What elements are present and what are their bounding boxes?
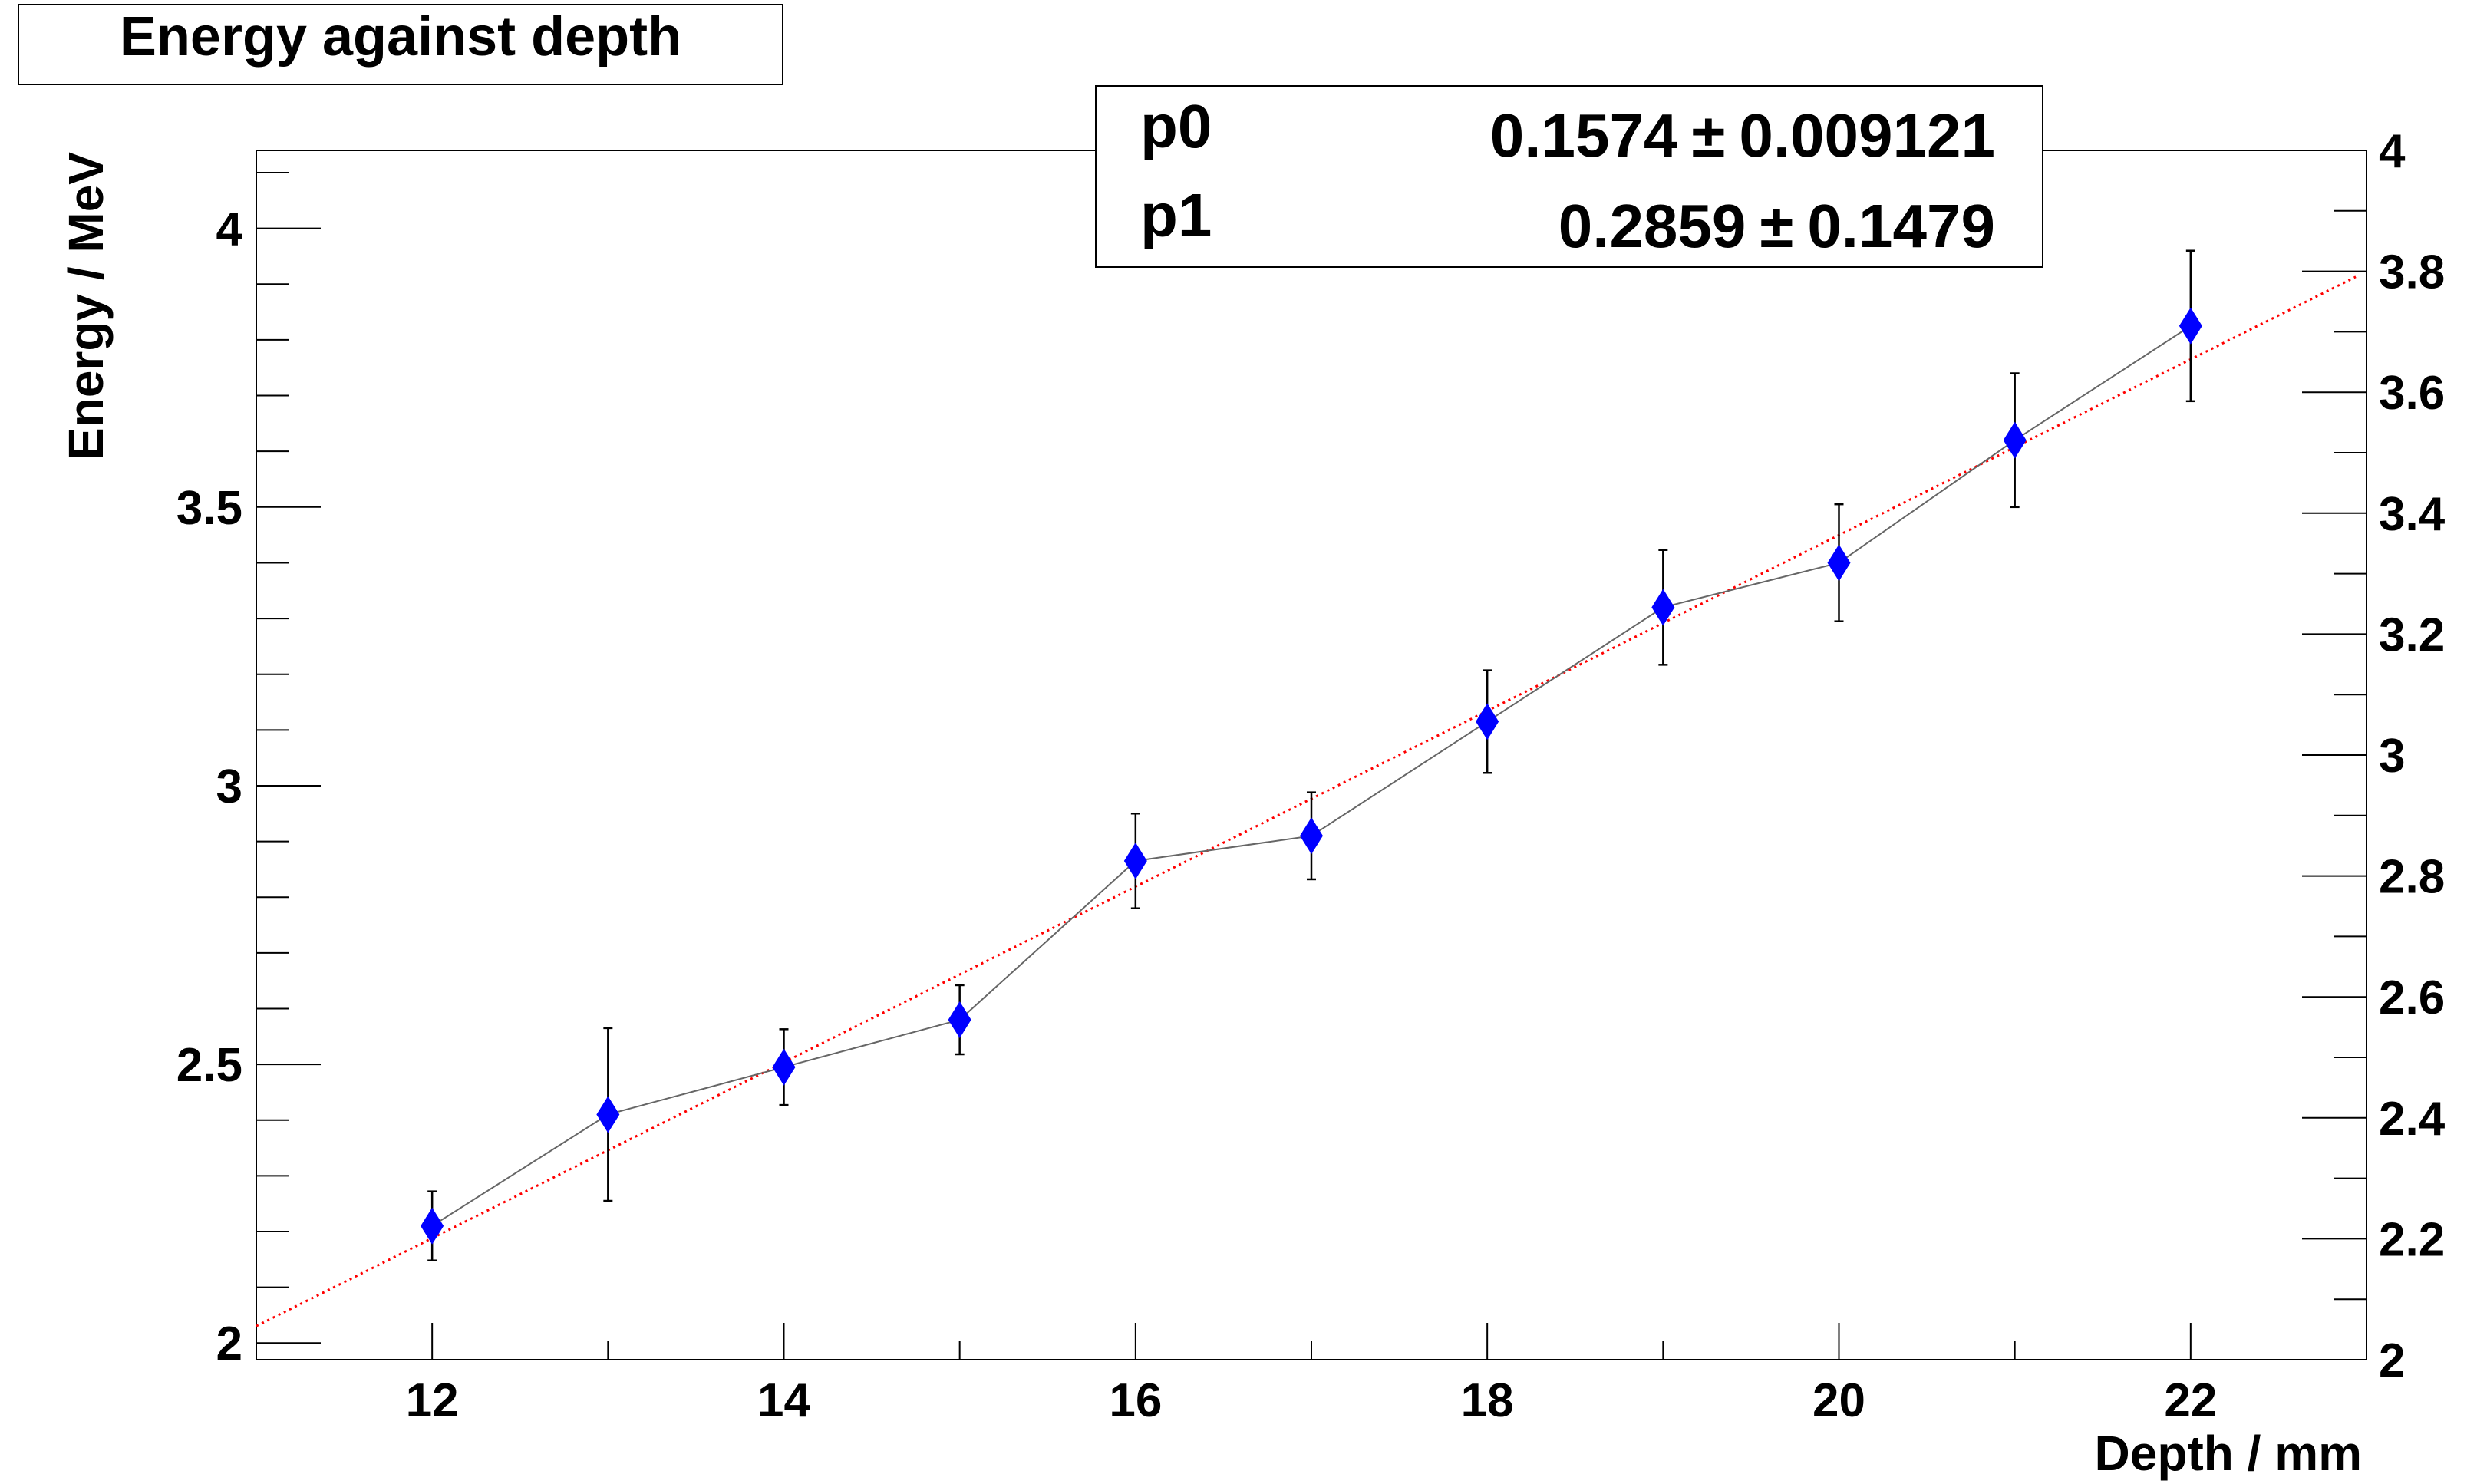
y2-tick-label: 2.2 xyxy=(2379,1213,2445,1266)
p0-error: 0.009121 xyxy=(1739,101,1995,170)
y2-tick-label: 3.4 xyxy=(2379,488,2446,541)
data-markers xyxy=(421,307,2202,1245)
fit-line xyxy=(256,275,2357,1327)
y2-tick-label: 3.6 xyxy=(2379,367,2445,420)
x-axis-label: Depth / mm xyxy=(2095,1426,2362,1481)
y-tick-label: 3.5 xyxy=(176,482,242,535)
y2-tick-label: 2 xyxy=(2379,1334,2405,1387)
plus-minus-glyph: ± xyxy=(1691,101,1725,170)
x-tick-labels: 12 14 16 18 20 22 xyxy=(406,1374,2218,1427)
data-point xyxy=(1827,544,1851,582)
title-box xyxy=(18,4,783,85)
y2-tick-label: 3.2 xyxy=(2379,608,2445,661)
y-tick-label: 2 xyxy=(216,1317,242,1370)
x-tick-label: 18 xyxy=(1461,1374,1514,1427)
plot-frame xyxy=(256,150,2367,1360)
p1-value: 0.2859 xyxy=(1558,192,1746,260)
y2-tick-label: 2.4 xyxy=(2379,1093,2446,1146)
fit-stats-box xyxy=(1095,85,2043,268)
y-tick-labels: 2 2.5 3 3.5 4 xyxy=(176,203,243,1371)
fit-param-p0-name: p0 xyxy=(1140,92,1212,160)
y2-tick-label: 2.6 xyxy=(2379,971,2445,1024)
y2-tick-label: 2.8 xyxy=(2379,851,2445,904)
y-tick-label: 4 xyxy=(216,203,243,256)
fit-param-p1-name: p1 xyxy=(1140,181,1212,249)
fit-param-p0-value: 0.1574 ±0.009121 xyxy=(1490,101,1995,170)
x-tick-label: 14 xyxy=(757,1374,810,1427)
y-tick-label: 2.5 xyxy=(176,1039,242,1092)
plus-minus-glyph: ± xyxy=(1760,192,1793,260)
x-tick-label: 20 xyxy=(1812,1374,1865,1427)
y2-tick-label: 3.8 xyxy=(2379,246,2445,299)
p1-error: 0.1479 xyxy=(1807,192,1995,260)
error-bars xyxy=(427,249,2195,1261)
p0-value: 0.1574 xyxy=(1490,101,1678,170)
x-tick-label: 16 xyxy=(1109,1374,1162,1427)
chart-title: Energy against depth xyxy=(120,6,681,68)
y2-tick-label: 3 xyxy=(2379,730,2405,783)
fit-param-p1-value: 0.2859 ±0.1479 xyxy=(1558,192,1995,260)
data-point xyxy=(596,1096,620,1133)
x-tick-label: 22 xyxy=(2164,1374,2217,1427)
y-tick-label: 3 xyxy=(216,760,242,813)
axis-ticks xyxy=(256,150,2367,1360)
x-tick-label: 12 xyxy=(406,1374,459,1427)
data-point xyxy=(2003,421,2027,459)
data-point xyxy=(1123,842,1147,879)
data-point xyxy=(1300,817,1323,855)
data-point xyxy=(1651,589,1675,626)
data-line xyxy=(431,325,2192,1227)
y-axis-label: Energy / MeV xyxy=(58,152,114,460)
y2-tick-labels: 2 2.2 2.4 2.6 2.8 3 3.2 3.4 3.6 3.8 4 xyxy=(2379,125,2446,1387)
data-point xyxy=(772,1048,796,1086)
y2-tick-label: 4 xyxy=(2379,125,2406,178)
data-point xyxy=(421,1207,444,1245)
data-point xyxy=(1476,703,1499,740)
data-point xyxy=(2179,307,2202,345)
data-point xyxy=(948,1001,971,1038)
